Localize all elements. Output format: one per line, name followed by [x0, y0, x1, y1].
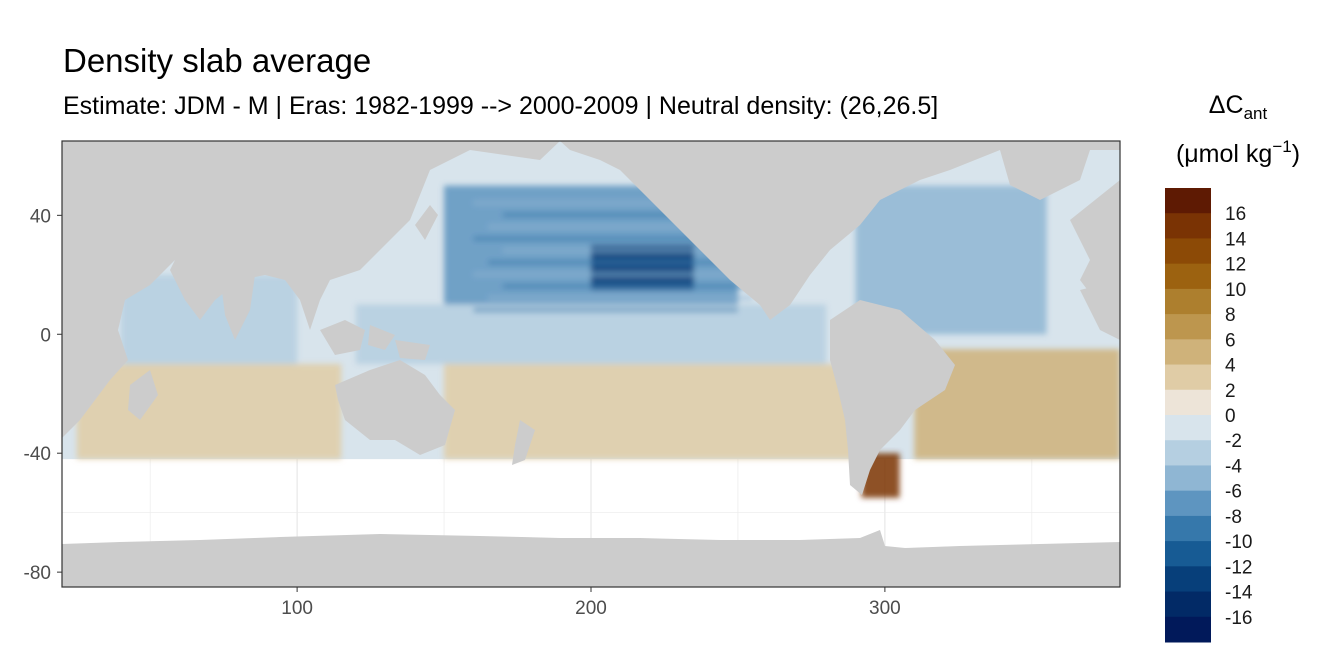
land-north-america [560, 141, 1120, 320]
land-west-africa [1080, 280, 1120, 340]
legend-label: -4 [1225, 456, 1242, 477]
region-southern-indian-ocean [76, 364, 342, 460]
pacific-streak [502, 283, 768, 289]
land-india [220, 275, 255, 340]
legend-label: 4 [1225, 356, 1236, 377]
legend-label: -8 [1225, 507, 1242, 528]
x-tick-label: 200 [575, 598, 607, 619]
pacific-streak [473, 271, 738, 277]
legend-label: 12 [1225, 255, 1246, 276]
y-tick-label: -80 [24, 563, 51, 584]
legend-label: 6 [1225, 330, 1236, 351]
land-europe [1070, 180, 1120, 300]
x-tick-label: 300 [869, 598, 901, 619]
land-japan [415, 205, 438, 240]
pacific-streak [488, 259, 753, 265]
legend-label: -16 [1225, 608, 1252, 629]
legend-label: 2 [1225, 381, 1236, 402]
legend-label: 0 [1225, 406, 1236, 427]
land-australia [335, 360, 455, 455]
land-maritime-asia [320, 320, 430, 360]
chart-subtitle: Estimate: JDM - M | Eras: 1982-1999 --> … [63, 92, 939, 120]
legend: ΔCant (μmol kg−1) 16 14 12 10 8 6 4 2 0 -2 -4 -6 -8 -… [1165, 91, 1300, 643]
colorbar-step [1165, 440, 1211, 466]
pacific-streak [473, 307, 738, 313]
colorbar-step [1165, 263, 1211, 290]
colorbar-step [1165, 314, 1211, 340]
colorbar-step [1165, 213, 1211, 239]
colorbar-step [1165, 339, 1211, 366]
pacific-streak [502, 248, 768, 254]
pacific-streak [473, 200, 738, 206]
land-antarctica [62, 530, 1120, 587]
land-africa [62, 141, 220, 438]
legend-units: (μmol kg−1) [1176, 137, 1300, 168]
colorbar-step [1165, 389, 1211, 416]
colorbar-step [1165, 515, 1211, 542]
legend-label: 16 [1225, 204, 1246, 225]
colorbar-step [1165, 616, 1211, 643]
region-south-pacific [444, 364, 856, 460]
land-masses [62, 141, 1120, 587]
chart-title: Density slab average [63, 42, 372, 79]
legend-label: 14 [1225, 229, 1247, 250]
region-equatorial-pacific [355, 304, 827, 364]
colorbar-step [1165, 591, 1211, 618]
legend-label: -2 [1225, 431, 1242, 452]
land-eurasia [170, 141, 560, 330]
y-tick-label: 0 [40, 325, 51, 346]
legend-title: ΔCant [1209, 91, 1268, 123]
legend-label: 10 [1225, 280, 1246, 301]
colorbar-step [1165, 490, 1211, 517]
legend-label: 8 [1225, 305, 1236, 326]
colorbar-step [1165, 465, 1211, 492]
colorbar-step [1165, 541, 1211, 567]
legend-label: -12 [1225, 557, 1252, 578]
y-tick-label: -40 [24, 444, 51, 465]
colorbar-step [1165, 288, 1211, 315]
colorbar-step [1165, 188, 1211, 214]
land-new-zealand [512, 420, 535, 465]
colorbar-step [1165, 566, 1211, 593]
pacific-streak [502, 212, 768, 218]
legend-label: -6 [1225, 482, 1242, 503]
legend-label: -14 [1225, 583, 1253, 604]
pacific-streak [473, 236, 738, 242]
colorbar: 16 14 12 10 8 6 4 2 0 -2 -4 -6 -8 -10 -12 -14 -16 [1165, 188, 1253, 643]
land-madagascar [128, 370, 158, 420]
x-tick-label: 100 [281, 598, 313, 619]
legend-label: -10 [1225, 532, 1252, 553]
land-greenland [1000, 150, 1090, 200]
colorbar-step [1165, 364, 1211, 391]
pacific-streak [488, 295, 753, 301]
colorbar-step [1165, 415, 1211, 441]
pacific-streak [488, 224, 753, 230]
colorbar-step [1165, 238, 1211, 265]
y-tick-label: 40 [30, 206, 51, 227]
land-south-america [830, 300, 955, 495]
